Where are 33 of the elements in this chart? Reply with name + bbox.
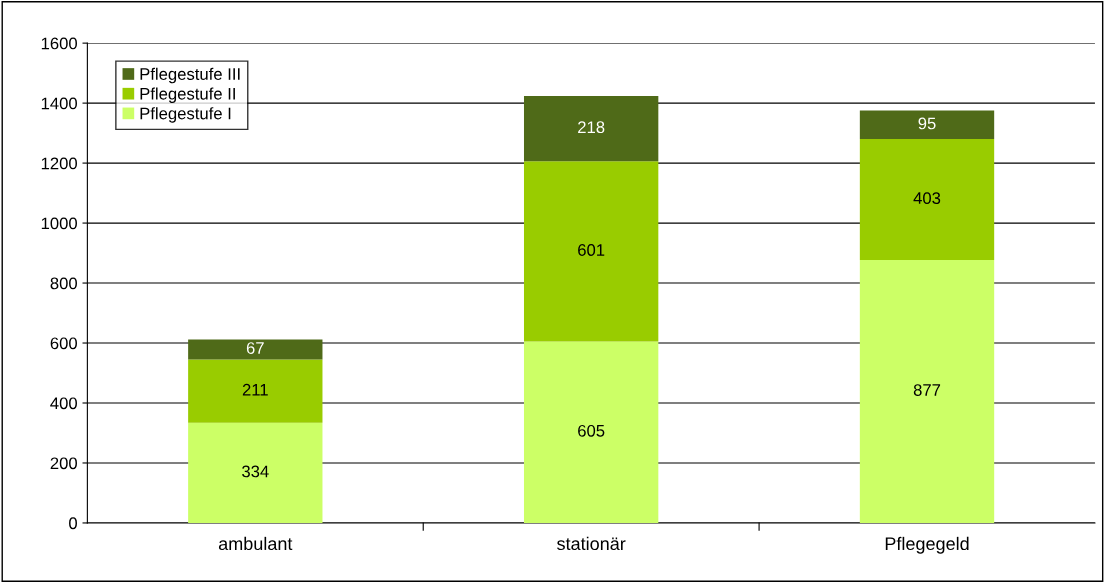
bar bbox=[188, 339, 323, 360]
bar bbox=[523, 95, 659, 162]
y-tick-label: 600 bbox=[50, 337, 77, 350]
bar bbox=[188, 359, 323, 423]
data-label: 334 bbox=[242, 465, 269, 478]
y-tick-label: 1400 bbox=[41, 97, 77, 110]
data-label: 95 bbox=[918, 117, 936, 130]
data-label: 218 bbox=[578, 121, 605, 134]
y-tick-label: 1600 bbox=[41, 37, 77, 50]
bar bbox=[523, 161, 659, 342]
y-tick-label: 1000 bbox=[41, 217, 77, 230]
y-tick-label: 800 bbox=[50, 277, 77, 290]
data-label: 211 bbox=[242, 383, 268, 396]
bar bbox=[188, 422, 323, 523]
data-label: 67 bbox=[246, 342, 264, 354]
x-tick-label: Pflegegeld bbox=[885, 536, 969, 554]
y-tick-label: 200 bbox=[50, 457, 77, 470]
y-tick-label: 400 bbox=[50, 397, 77, 410]
y-tick-label: 1200 bbox=[41, 157, 77, 170]
bar bbox=[859, 110, 995, 140]
bar bbox=[859, 259, 995, 523]
x-tick-label: stationär bbox=[557, 536, 626, 551]
data-label: 605 bbox=[578, 424, 605, 437]
data-label: 601 bbox=[578, 244, 605, 256]
bar bbox=[859, 139, 995, 260]
bar bbox=[523, 341, 659, 523]
data-label: 877 bbox=[913, 384, 941, 396]
x-tick-label: ambulant bbox=[218, 536, 293, 551]
data-label: 403 bbox=[913, 192, 941, 204]
legend-label: Pflegestufe I bbox=[140, 107, 231, 123]
y-tick-label: 0 bbox=[69, 517, 77, 530]
legend-label: Pflegestufe II bbox=[140, 87, 235, 103]
legend-label: Pflegestufe III bbox=[140, 67, 240, 84]
